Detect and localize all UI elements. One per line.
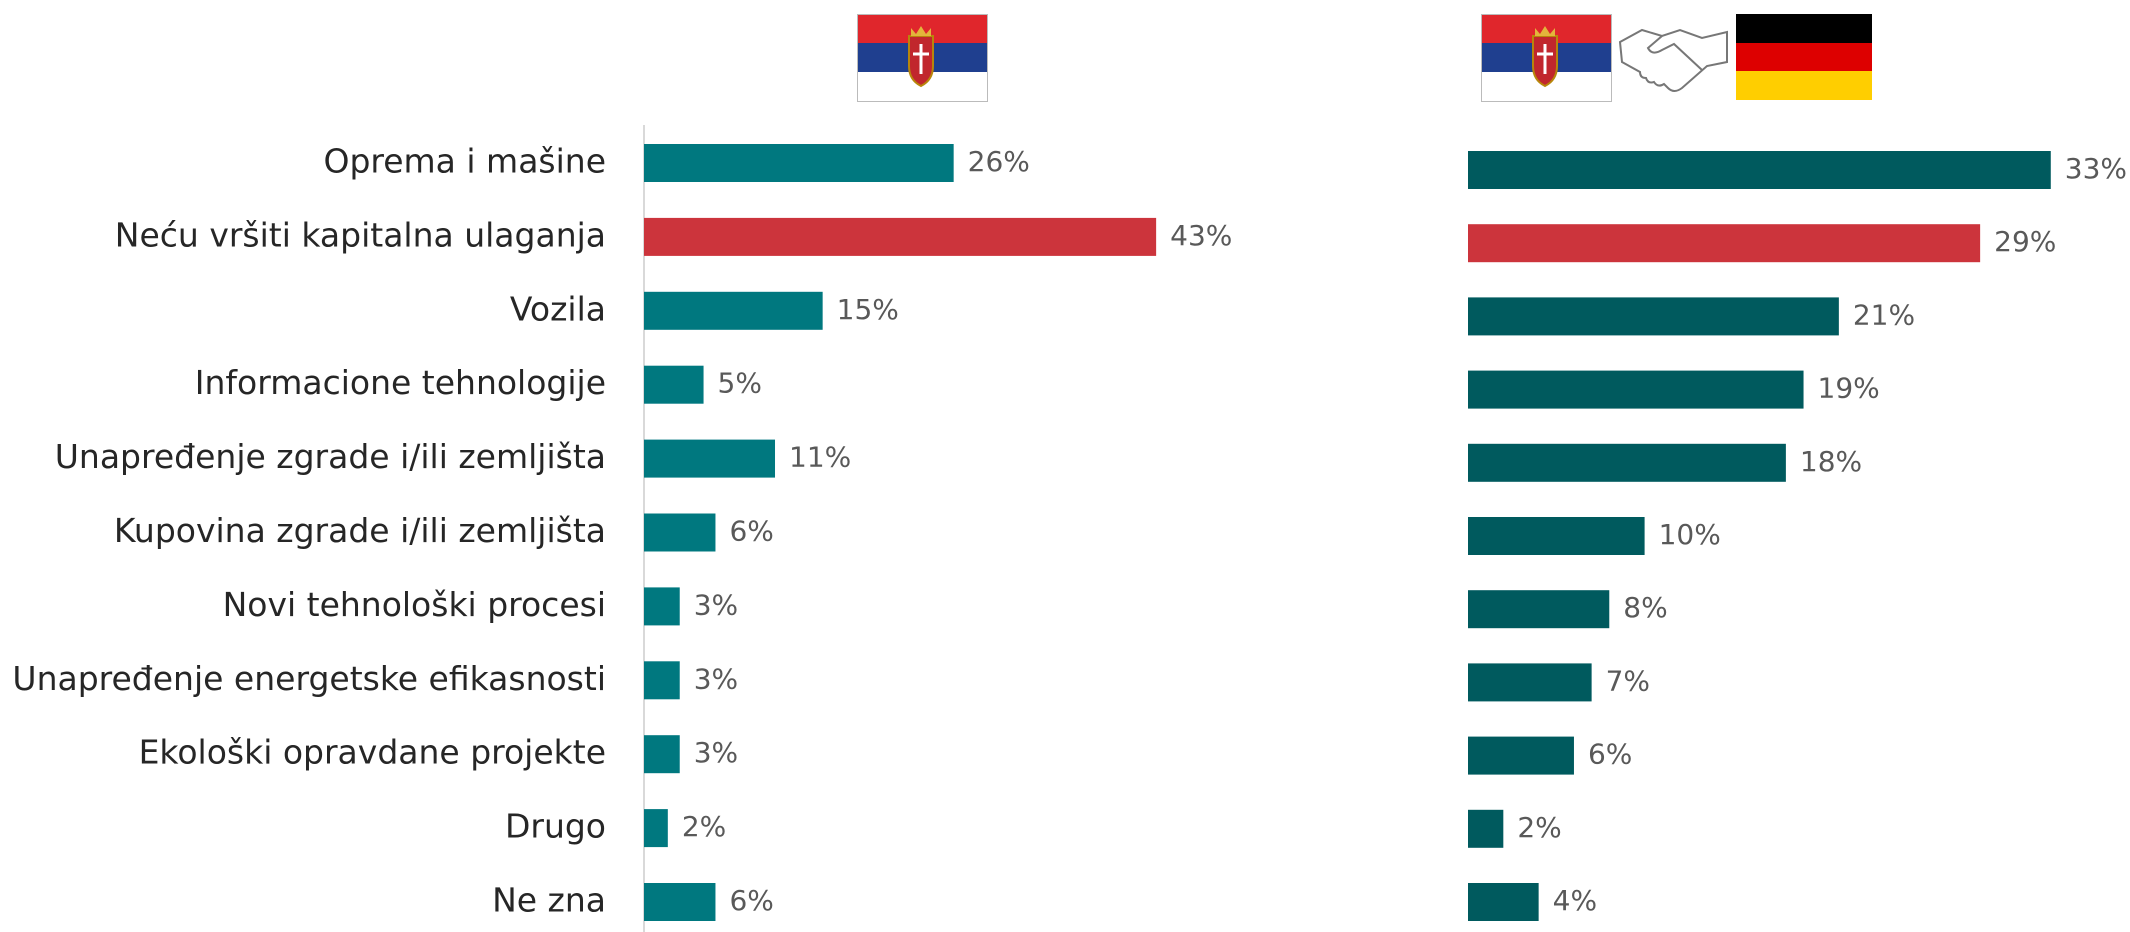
value-label: 33% [2065, 152, 2127, 185]
category-label: Neću vršiti kapitalna ulaganja [115, 215, 606, 254]
value-label: 18% [1800, 445, 1862, 478]
serbia-flag [855, 12, 990, 104]
bar [1468, 663, 1592, 702]
bar [1468, 370, 1804, 409]
handshake-icon [1618, 28, 1728, 92]
bar [644, 513, 716, 552]
category-label: Informacione tehnologije [195, 363, 606, 402]
bar [1468, 590, 1610, 629]
value-label: 3% [694, 662, 738, 695]
bar [1468, 517, 1645, 555]
bar [1468, 297, 1839, 336]
value-label: 6% [1588, 738, 1632, 771]
category-label: Drugo [505, 807, 606, 846]
bar [1468, 151, 2051, 189]
value-label: 19% [1818, 372, 1880, 405]
value-label: 6% [729, 884, 773, 917]
bar [1468, 736, 1574, 775]
category-label: Vozila [510, 289, 606, 328]
serbia-flag [1479, 12, 1614, 104]
value-label: 5% [718, 367, 762, 400]
value-label: 15% [837, 293, 899, 326]
category-label: Ne zna [492, 881, 606, 920]
category-label: Unapređenje zgrade i/ili zemljišta [55, 437, 606, 476]
value-label: 8% [1623, 591, 1667, 624]
value-label: 43% [1170, 219, 1232, 252]
bar [644, 661, 680, 700]
category-label: Oprema i mašine [323, 142, 606, 181]
bar [1468, 443, 1786, 482]
bar [1468, 883, 1539, 921]
bar [644, 291, 823, 330]
value-label: 3% [694, 736, 738, 769]
value-label: 2% [1517, 811, 1561, 844]
value-label: 2% [682, 810, 726, 843]
value-label: 3% [694, 588, 738, 621]
category-label: Kupovina zgrade i/ili zemljišta [114, 511, 606, 550]
value-label: 11% [789, 441, 851, 474]
bar [644, 144, 954, 182]
bar [644, 365, 704, 404]
bar [644, 217, 1157, 256]
bar [1468, 809, 1504, 848]
value-label: 7% [1606, 664, 1650, 697]
bar [644, 439, 776, 478]
bar [644, 809, 668, 848]
bar [644, 883, 716, 921]
bar [1468, 224, 1981, 263]
category-label: Ekološki opravdane projekte [139, 733, 606, 772]
category-label: Novi tehnološki procesi [223, 585, 606, 624]
category-label: Unapređenje energetske efikasnosti [12, 659, 606, 698]
bar [644, 587, 680, 626]
bar [644, 735, 680, 774]
value-label: 21% [1853, 298, 1915, 331]
value-label: 10% [1659, 518, 1721, 551]
germany-flag [1736, 14, 1872, 100]
value-label: 6% [729, 515, 773, 548]
value-label: 4% [1553, 884, 1597, 917]
value-label: 26% [968, 145, 1030, 178]
value-label: 29% [1994, 225, 2056, 258]
